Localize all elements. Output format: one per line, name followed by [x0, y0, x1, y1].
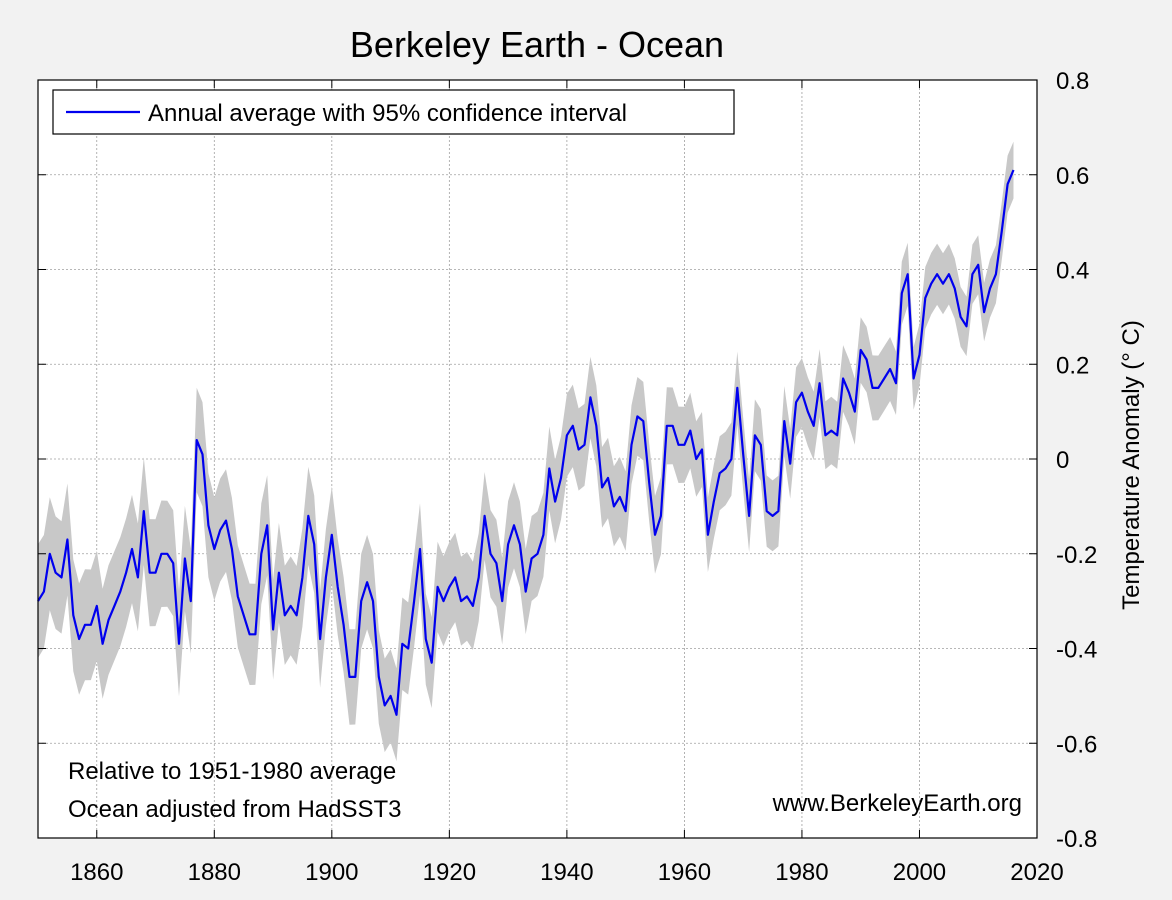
- legend-label: Annual average with 95% confidence inter…: [148, 100, 627, 127]
- x-tick-label: 1980: [775, 859, 828, 886]
- series-line: [37, 169, 1015, 716]
- y-tick-label: 0.6: [1056, 163, 1089, 190]
- annotation-relative: Relative to 1951-1980 average: [68, 758, 396, 785]
- annotations: Relative to 1951-1980 average Ocean adju…: [68, 758, 1022, 823]
- x-tick-label: 1860: [70, 859, 123, 886]
- y-tick-label: 0.8: [1056, 68, 1089, 95]
- plot-area: 1860 1880 1900 1920 1940 1960 1980 2000 2020 0.8 0…: [37, 68, 1097, 886]
- y-tick-label: -0.6: [1056, 731, 1097, 758]
- legend-box: [52, 89, 735, 135]
- y-axis-label: Temperature Anomaly (° C): [1118, 320, 1145, 610]
- x-tick-label: 2000: [893, 859, 946, 886]
- confidence-band: [38, 141, 1014, 762]
- x-tick-label: 1900: [305, 859, 358, 886]
- x-tick-label: 2020: [1010, 859, 1063, 886]
- annotation-source: Ocean adjusted from HadSST3: [68, 796, 402, 823]
- x-tick-label: 1940: [540, 859, 593, 886]
- y-tick-label: -0.8: [1056, 826, 1097, 853]
- x-tick-label: 1920: [423, 859, 476, 886]
- annotation-website: www.BerkeleyEarth.org: [772, 790, 1022, 817]
- y-tick-label: 0.2: [1056, 352, 1089, 379]
- y-tick-label: -0.2: [1056, 542, 1097, 569]
- legend: Annual average with 95% confidence inter…: [52, 89, 735, 135]
- y-tick-label: 0.4: [1056, 258, 1089, 285]
- x-tick-label: 1960: [658, 859, 711, 886]
- y-tick-label: 0: [1056, 447, 1069, 474]
- y-tick-label: -0.4: [1056, 637, 1097, 664]
- chart-title: Berkeley Earth - Ocean: [350, 24, 724, 65]
- x-tick-label: 1880: [188, 859, 241, 886]
